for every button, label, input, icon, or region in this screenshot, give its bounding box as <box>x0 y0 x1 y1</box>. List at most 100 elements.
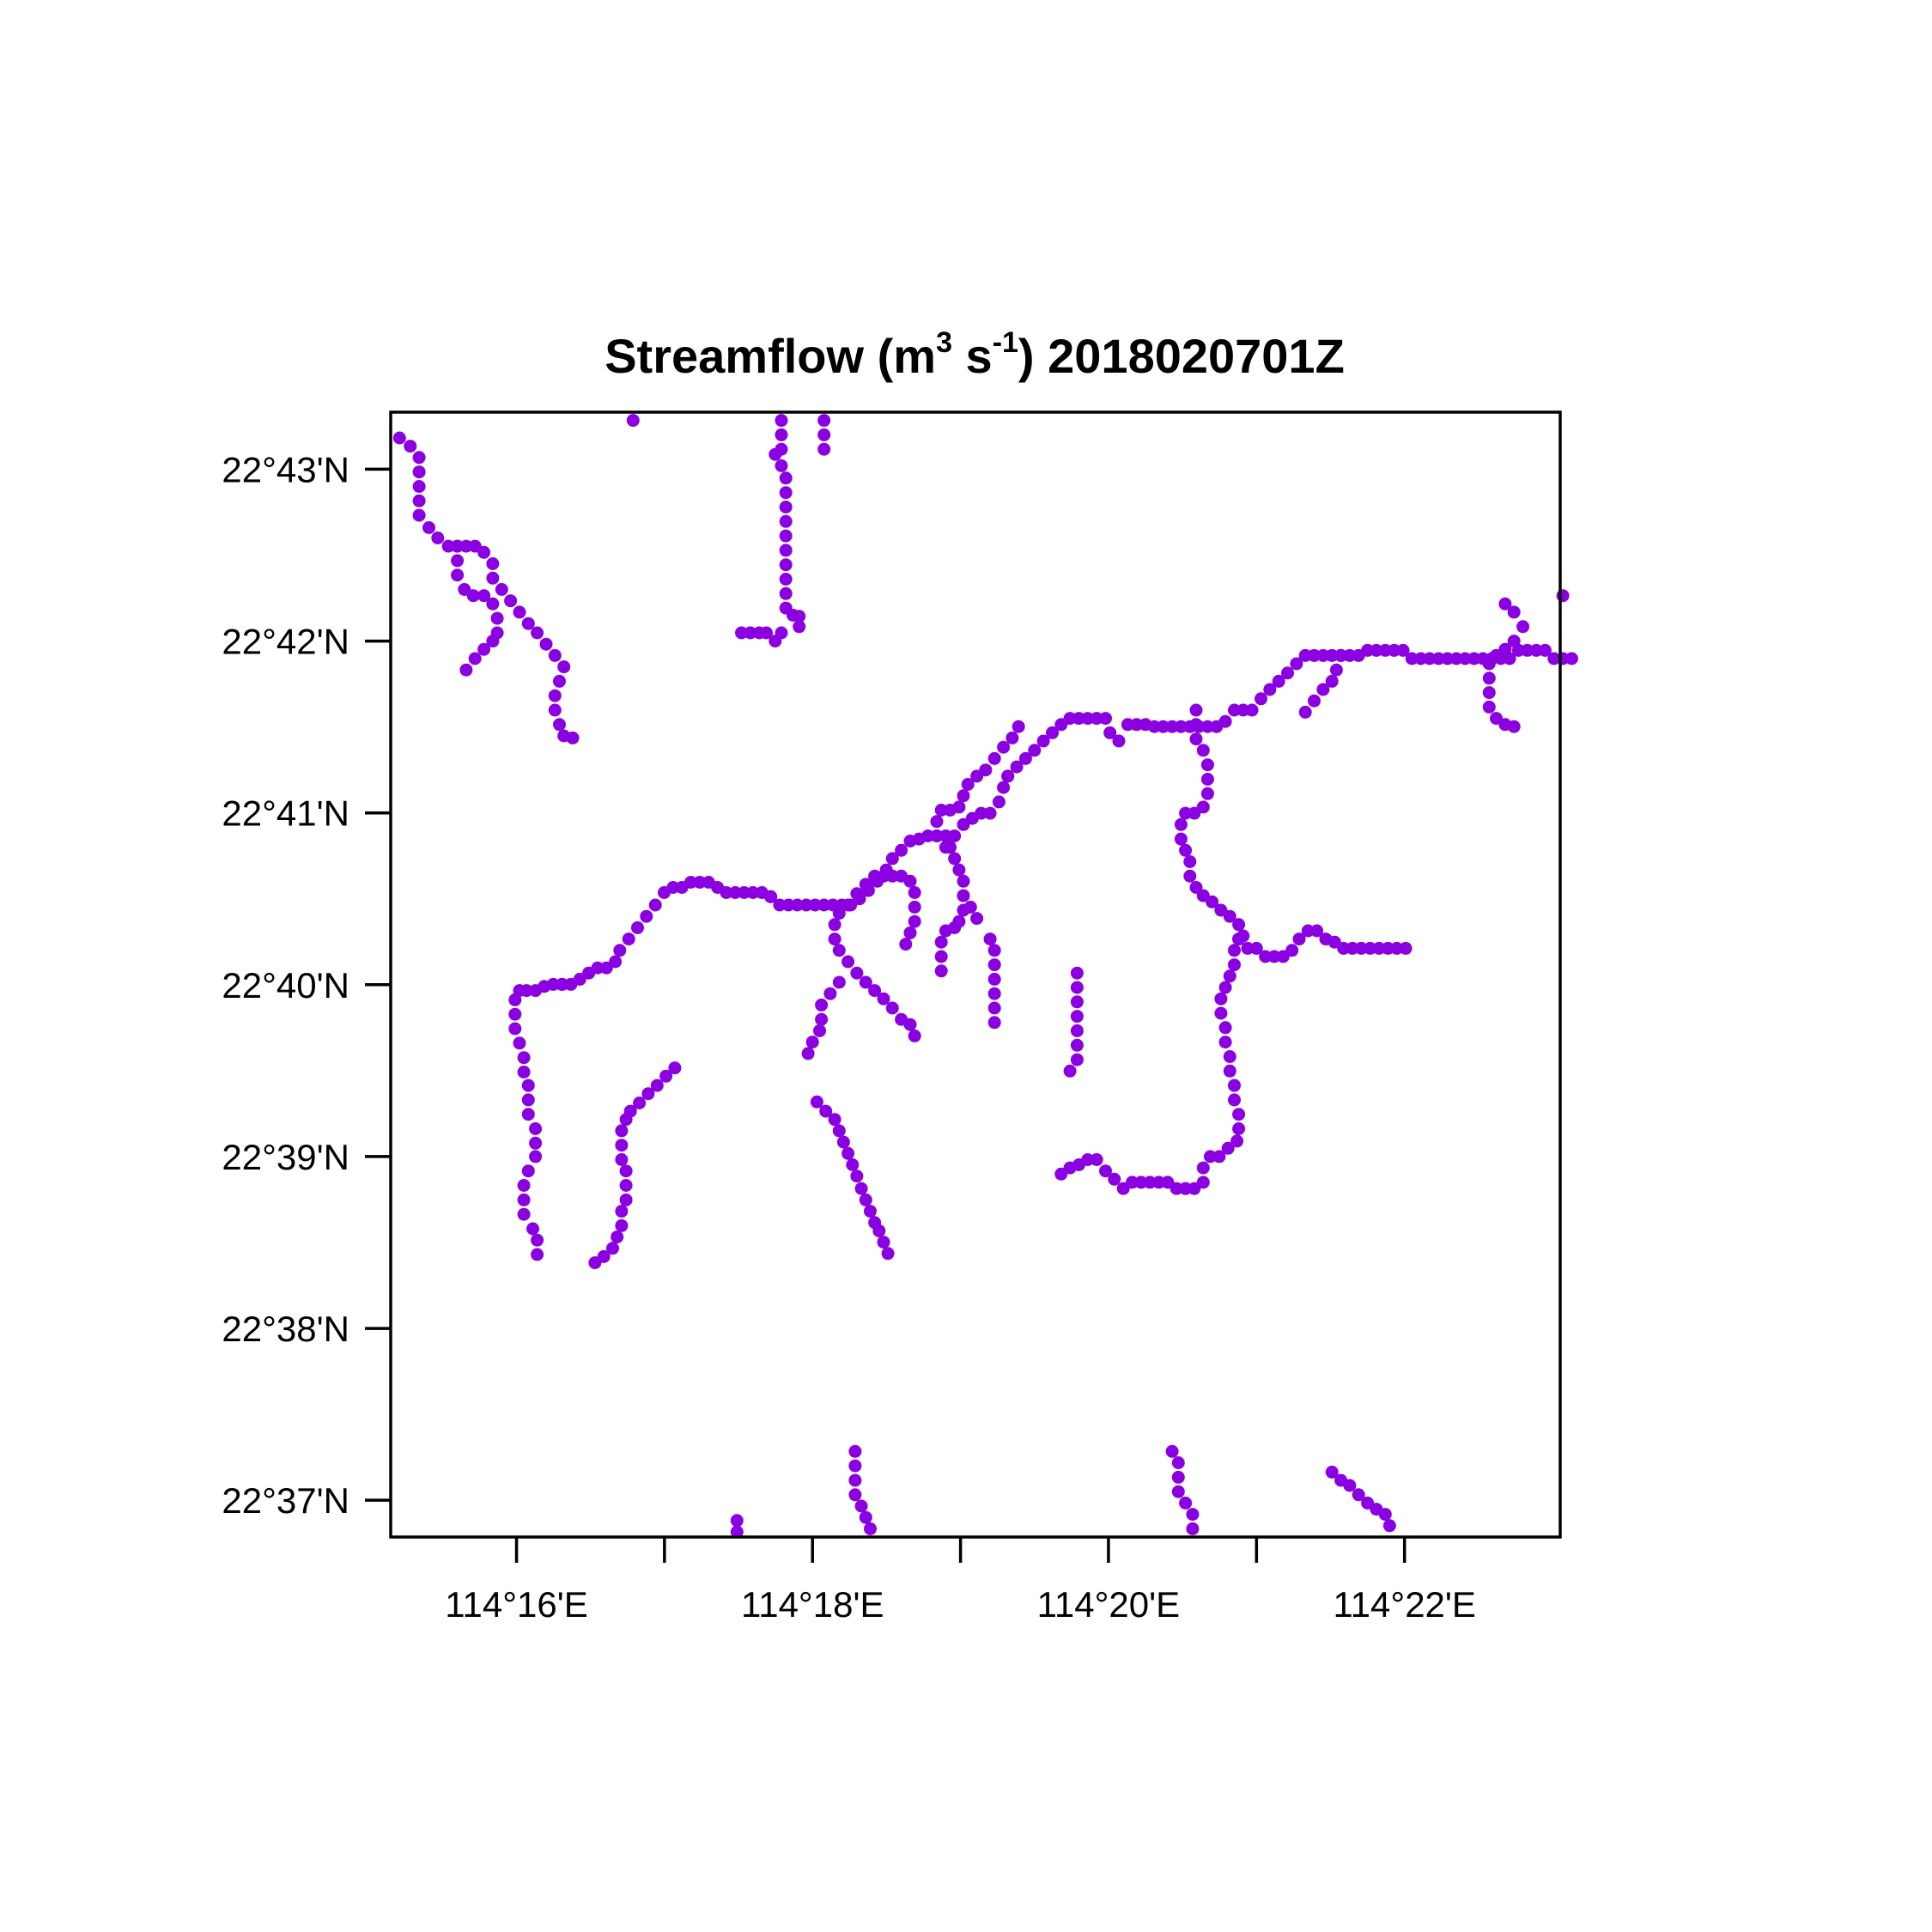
streamflow-point <box>1290 657 1303 671</box>
streamflow-point <box>521 1164 535 1178</box>
streamflow-point <box>1292 933 1306 946</box>
stream-segment <box>1482 597 1530 733</box>
streamflow-point <box>1218 714 1232 728</box>
streamflow-point <box>1204 1150 1217 1163</box>
streamflow-point <box>495 583 508 596</box>
streamflow-point <box>1189 718 1203 732</box>
streamflow-point <box>817 428 831 441</box>
streamflow-point <box>517 1193 531 1206</box>
streamflow-point <box>1218 1021 1232 1035</box>
stream-segment <box>730 1514 744 1539</box>
streamflow-point <box>486 635 500 648</box>
streamflow-point <box>1507 720 1521 733</box>
streamflow-point <box>895 843 908 857</box>
streamflow-point <box>848 1473 862 1487</box>
streamflow-point <box>659 1069 673 1083</box>
streamflow-point <box>850 887 864 901</box>
streamflow-point <box>1090 1153 1103 1166</box>
streamflow-point <box>557 660 571 674</box>
streamflow-point <box>508 1022 522 1036</box>
streamflow-point <box>531 1248 544 1261</box>
streamflow-point <box>521 1078 535 1092</box>
streamflow-point <box>1343 1479 1357 1492</box>
y-tick-label: 22°42'N <box>222 622 349 662</box>
streamflow-point <box>529 1122 543 1135</box>
streamflow-point <box>640 909 653 923</box>
streamflow-point <box>908 886 921 899</box>
streamflow-point <box>961 778 975 791</box>
streamflow-point <box>1036 734 1050 748</box>
stream-segment <box>848 1444 877 1535</box>
streamflow-point <box>791 898 805 912</box>
stream-segment <box>588 1061 682 1270</box>
streamflow-point <box>609 955 623 969</box>
streamflow-point <box>817 414 831 428</box>
streamflow-point <box>626 414 640 428</box>
y-tick-label: 22°41'N <box>222 793 349 834</box>
streamflow-point <box>615 1153 629 1166</box>
streamflow-point <box>987 944 1001 957</box>
streamflow-point <box>477 589 491 603</box>
stream-segment <box>508 977 569 1261</box>
streamflow-point <box>412 465 426 479</box>
streamflow-point <box>836 1135 850 1149</box>
map-title: Streamflow (m3 s-1) 2018020701Z <box>605 326 1345 383</box>
streamflow-point <box>1171 1456 1185 1469</box>
streamflow-point <box>848 1444 862 1458</box>
streamflow-point <box>619 1164 633 1178</box>
streamflow-point <box>513 1036 526 1050</box>
streamflow-point <box>1196 1161 1210 1175</box>
streamflow-point <box>451 554 465 568</box>
streamflow-point <box>490 611 504 625</box>
streamflow-point <box>615 1124 629 1138</box>
streamflow-point <box>1183 869 1197 883</box>
streamflow-point <box>556 977 569 991</box>
stream-segment <box>1001 648 1348 783</box>
streamflow-point <box>513 605 526 619</box>
streamflow-point <box>805 1036 819 1049</box>
streamflow-point <box>597 1249 611 1263</box>
y-axis: 22°43'N 22°42'N 22°41'N 22°40'N 22°39'N 22°38… <box>222 449 391 1521</box>
streamflow-point <box>779 558 793 572</box>
title-superscript-minus-1: -1 <box>993 326 1018 359</box>
streamflow-point <box>441 539 455 553</box>
streamflow-point <box>854 1182 868 1195</box>
streamflow-point <box>1134 1176 1148 1189</box>
streamflow-point <box>1196 1176 1210 1189</box>
x-tick-label: 114°22'E <box>1333 1584 1476 1625</box>
streamflow-point <box>799 898 813 912</box>
streamflow-point <box>948 852 962 866</box>
streamflow-point <box>1090 712 1103 726</box>
stream-segment <box>1174 703 1250 1195</box>
streamflow-point <box>1325 1465 1339 1479</box>
streamflow-point <box>1396 643 1410 657</box>
streamflow-point <box>466 589 480 603</box>
streamflow-point <box>1171 1485 1185 1498</box>
streamflow-point <box>1441 652 1455 665</box>
x-axis: 114°16'E 114°18'E 114°20'E 114°22'E <box>445 1537 1476 1625</box>
streamflow-point <box>934 935 948 949</box>
streamflow-point <box>615 1205 629 1218</box>
streamflow-point <box>412 508 426 522</box>
streamflow-point <box>983 806 997 820</box>
streamflow-point <box>1325 648 1339 662</box>
streamflow-point <box>404 440 417 453</box>
streamflow-point <box>1099 712 1112 726</box>
streamflow-point <box>963 900 977 914</box>
streamflow-point <box>992 795 1005 809</box>
streamflow-point <box>813 1024 826 1037</box>
streamflow-point <box>1316 683 1330 696</box>
streamflow-point <box>619 1193 633 1206</box>
streamflow-point <box>1223 1064 1236 1078</box>
streamflow-point <box>1179 1496 1193 1510</box>
streamflow-point <box>648 898 662 912</box>
streamflow-point <box>1200 773 1214 786</box>
y-tick-label: 22°37'N <box>222 1480 349 1521</box>
streamflow-point <box>1103 726 1117 739</box>
streamflow-point <box>468 652 482 665</box>
stream-segment <box>957 889 984 926</box>
streamflow-point <box>832 975 846 989</box>
streamflow-point <box>746 886 760 899</box>
streamflow-point <box>1223 969 1236 983</box>
y-tick-label: 22°38'N <box>222 1309 349 1349</box>
